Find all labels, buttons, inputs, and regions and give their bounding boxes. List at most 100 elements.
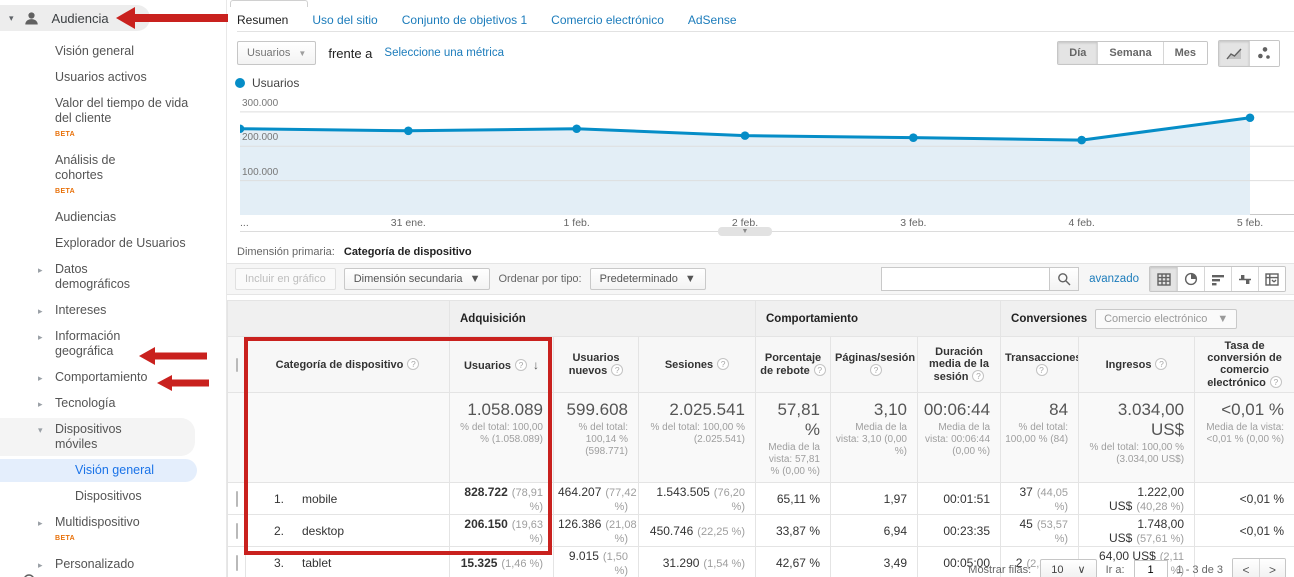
help-icon[interactable]: ? <box>1269 376 1282 388</box>
sidebar-item-tecnologia[interactable]: ▸ Tecnología <box>0 392 226 415</box>
chevron-right-icon[interactable]: ▸ <box>38 518 43 528</box>
select-metric-link[interactable]: Seleccione una métrica <box>384 47 504 59</box>
metric-selector-dropdown[interactable]: Usuarios ▼ <box>237 41 317 65</box>
sidebar-item-label: Intereses <box>55 303 107 317</box>
sidebar-item-personalizado[interactable]: ▸ Personalizado <box>0 553 226 576</box>
select-all-checkbox[interactable] <box>235 357 238 372</box>
sidebar-item-dm-dispositivos[interactable]: Dispositivos <box>0 485 226 508</box>
sidebar-item-dispositivos-moviles[interactable]: ▾ Dispositivos móviles <box>0 418 195 456</box>
comparison-view-button[interactable] <box>1231 267 1258 291</box>
chevron-right-icon[interactable]: ▸ <box>38 332 43 342</box>
column-header-rebote[interactable]: Porcentaje de rebote? <box>755 336 831 393</box>
secondary-dimension-dropdown[interactable]: Dimensión secundaria ▼ <box>343 268 491 290</box>
chevron-right-icon[interactable]: ▸ <box>38 265 43 275</box>
pivot-view-button[interactable] <box>1258 267 1285 291</box>
sort-type-label: Ordenar por tipo: <box>498 273 582 285</box>
performance-view-button[interactable] <box>1204 267 1231 291</box>
sidebar-item-multidispositivo[interactable]: ▸ Multidispositivo BETA <box>0 511 226 550</box>
tab-resumen[interactable]: Resumen <box>237 12 289 27</box>
search-icon[interactable] <box>1049 267 1080 291</box>
sidebar-item-vision-general[interactable]: Visión general <box>0 40 226 63</box>
column-header-paginas-sesion[interactable]: Páginas/sesión? <box>830 336 918 393</box>
column-header-usuarios-nuevos[interactable]: Usuarios nuevos? <box>553 336 639 393</box>
chevron-right-icon[interactable]: ▸ <box>38 399 43 409</box>
column-header-duracion-media[interactable]: Duración media de la sesión? <box>916 336 1002 393</box>
tab-uso-del-sitio[interactable]: Uso del sitio <box>312 12 378 27</box>
sidebar-item-intereses[interactable]: ▸ Intereses <box>0 299 226 322</box>
chevron-down-icon[interactable]: ▾ <box>38 425 43 435</box>
advanced-search-link[interactable]: avanzado <box>1089 273 1139 285</box>
sort-type-dropdown[interactable]: Predeterminado ▼ <box>589 268 706 290</box>
plot-rows-button[interactable]: Incluir en gráfico <box>235 268 336 290</box>
x-tick-label: 4 feb. <box>1068 217 1095 229</box>
previous-page-button[interactable]: < <box>1233 559 1259 577</box>
chevron-down-icon[interactable]: ▾ <box>9 12 14 23</box>
report-tab-partial[interactable] <box>230 0 308 7</box>
sidebar-item-label: Visión general <box>75 463 154 477</box>
chevron-right-icon[interactable]: ▸ <box>38 306 43 316</box>
table-search-input[interactable] <box>881 267 1050 291</box>
sidebar-item-valor[interactable]: Valor del tiempo de vida del cliente BETA <box>0 92 226 146</box>
x-tick-label: 2 feb. <box>731 217 759 229</box>
table-summary-row: 1.058.089% del total: 100,00 % (1.058.08… <box>227 392 1294 483</box>
goto-page-input[interactable] <box>1133 559 1168 577</box>
column-header-categoria[interactable]: Categoría de dispositivo? <box>245 336 450 393</box>
help-icon[interactable]: ? <box>717 358 730 370</box>
row-checkbox[interactable] <box>235 522 238 539</box>
sidebar-item-datos[interactable]: ▸ Datos demográficos <box>0 258 226 296</box>
table-toolbar: Incluir en gráfico Dimensión secundaria … <box>227 263 1294 295</box>
help-icon[interactable]: ? <box>515 358 528 371</box>
sidebar-item-usuarios-activos[interactable]: Usuarios activos <box>0 66 226 89</box>
sidebar-item-explorador[interactable]: Explorador de Usuarios <box>0 232 226 255</box>
summary-usuarios-nuevos: 599.608% del total: 100,14 % (598.771) <box>553 392 639 483</box>
sidebar-item-audiencias[interactable]: Audiencias <box>0 206 226 229</box>
tab-adsense[interactable]: AdSense <box>687 12 737 27</box>
column-header-tasa-conversion[interactable]: Tasa de conversión de comercio electróni… <box>1194 336 1294 393</box>
summary-usuarios: 1.058.089% del total: 100,00 % (1.058.08… <box>449 392 554 483</box>
sidebar-item-cohortes[interactable]: Análisis de cohortes BETA <box>0 149 226 203</box>
timeline-scrubber-handle[interactable]: ▼ <box>718 227 772 236</box>
column-header-sesiones[interactable]: Sesiones? <box>638 336 756 393</box>
rows-per-page-select[interactable]: 10 ∨ <box>1040 559 1097 577</box>
table-group-header-row: Adquisición Comportamiento Conversiones Com… <box>227 300 1294 337</box>
help-icon[interactable]: ? <box>407 358 420 370</box>
row-checkbox[interactable] <box>235 490 238 507</box>
next-page-button[interactable]: > <box>1259 559 1285 577</box>
sidebar-item-dm-vision-general[interactable]: Visión general <box>0 459 197 482</box>
line-chart-view-button[interactable] <box>1219 40 1249 66</box>
tab-comercio-electr-nico[interactable]: Comercio electrónico <box>551 12 664 27</box>
data-view-button[interactable] <box>1150 267 1177 291</box>
help-icon[interactable]: ? <box>813 364 826 376</box>
help-icon[interactable]: ? <box>870 364 882 376</box>
granularity-d-a[interactable]: Día <box>1058 42 1098 64</box>
cell-categoria: 1. mobile <box>245 482 450 515</box>
granularity-mes[interactable]: Mes <box>1162 42 1207 64</box>
column-header-usuarios[interactable]: Usuarios? ↓ <box>449 336 554 393</box>
percentage-view-button[interactable] <box>1177 267 1204 291</box>
sidebar-item-geografica[interactable]: ▸ Información geográfica <box>0 325 226 363</box>
report-content: Resumen Uso del sitio Conjunto de objetivo… <box>227 0 1294 577</box>
primary-dimension-value[interactable]: Categoría de dispositivo <box>343 246 472 258</box>
sidebar-item-label: Explorador de Usuarios <box>55 236 186 250</box>
sidebar-section-audiencia[interactable]: ▾ Audiencia <box>0 5 150 31</box>
group-header-comportamiento: Comportamiento <box>754 300 1002 337</box>
conversions-type-dropdown[interactable]: Comercio electrónico ▼ <box>1095 308 1238 329</box>
chart-svg <box>240 111 1294 215</box>
column-header-transacciones[interactable]: Transacciones? <box>1000 336 1080 393</box>
chevron-down-icon: ▼ <box>684 273 696 285</box>
chevron-right-icon[interactable]: ▸ <box>38 560 43 570</box>
help-icon[interactable]: ? <box>1155 358 1168 370</box>
motion-chart-view-button[interactable] <box>1249 40 1279 66</box>
y-tick-label: 300.000 <box>242 97 279 109</box>
chevron-down-icon: ▼ <box>1217 312 1229 325</box>
help-icon[interactable]: ? <box>611 364 624 376</box>
summary-duracion-media: 00:06:44 Media de la vista: 00:06:44 (0,0… <box>916 392 1002 483</box>
tab-conjunto-de-objetivos-1[interactable]: Conjunto de objetivos 1 <box>401 12 528 27</box>
granularity-semana[interactable]: Semana <box>1097 42 1163 64</box>
help-icon[interactable]: ? <box>1035 364 1048 376</box>
row-checkbox[interactable] <box>235 554 238 571</box>
column-header-ingresos[interactable]: Ingresos? <box>1078 336 1196 393</box>
sidebar-item-comportamiento[interactable]: ▸ Comportamiento <box>0 366 226 389</box>
chevron-right-icon[interactable]: ▸ <box>38 373 43 383</box>
help-icon[interactable]: ? <box>972 370 985 382</box>
